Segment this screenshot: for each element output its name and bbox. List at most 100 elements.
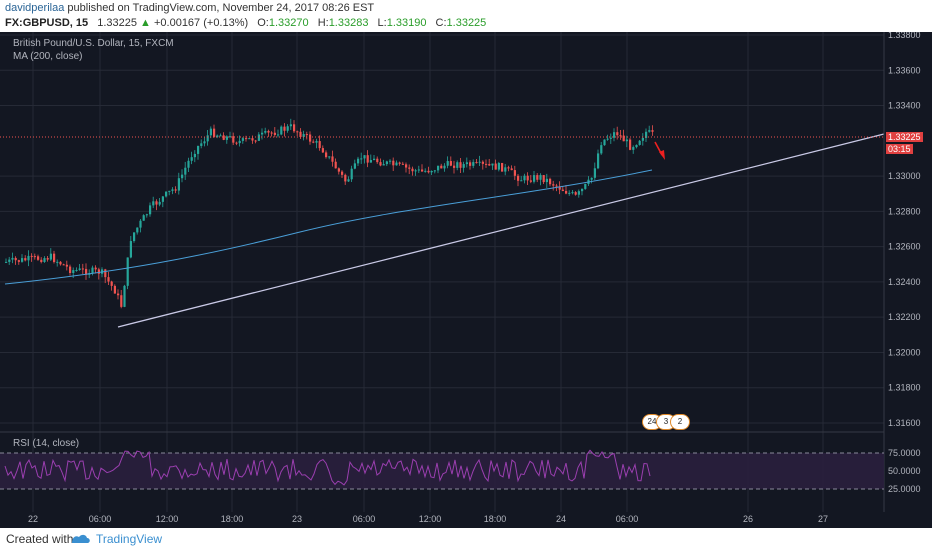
open-value: 1.33270 [268,17,309,29]
candle-body [641,137,644,141]
candle-body [81,268,84,270]
candle-body [353,163,356,169]
candle-body [443,165,446,169]
candle-body [529,180,532,182]
candle-body [616,132,619,136]
time-tick-label: 18:00 [221,514,244,524]
candle-body [373,158,376,161]
candle-body [568,192,571,194]
rsi-tick-label: 50.0000 [888,466,921,476]
candle-body [117,293,120,296]
candle-body [645,131,648,138]
price-tick-label: 1.33000 [888,171,921,181]
time-tick-label: 12:00 [156,514,179,524]
chart-legend: British Pound/U.S. Dollar, 15, FXCM MA (… [13,37,174,63]
tradingview-link[interactable]: TradingView [96,532,163,546]
candle-body [225,136,228,140]
candle-body [315,141,318,143]
candle-body [392,160,395,166]
footer: Created with TradingView [0,528,932,550]
candle-body [491,163,494,166]
candle-body [129,241,132,258]
trend-line[interactable] [117,133,885,328]
published-text: published on TradingView.com, November 2… [67,2,375,14]
candle-body [325,152,328,158]
candle-body [299,131,302,137]
candle-body [238,140,241,144]
candle-body [433,170,436,172]
candle-body [120,295,123,307]
candle-body [59,261,62,265]
time-tick-label: 27 [818,514,828,524]
candle-body [280,126,283,135]
candle-body [222,135,225,140]
event-flag-badge[interactable]: 2 [670,414,690,430]
rsi-axis[interactable]: 75.0000 50.0000 25.0000 [888,448,921,494]
candle-body [593,168,596,178]
candle-body [46,258,49,260]
candle-body [11,257,14,260]
candle-body [462,164,465,168]
candle-body [158,201,161,205]
price-axis[interactable]: 1.33800 1.33600 1.33400 1.33225 1.33000 1.328… [888,32,921,428]
candle-body [571,192,574,194]
author-link[interactable]: davidperilaa [5,2,65,14]
rsi-tick-label: 25.0000 [888,484,921,494]
candle-body [590,177,593,180]
candle-body [472,162,475,166]
candle-body [110,281,113,286]
candle-body [49,253,52,260]
candle-body [581,188,584,192]
candle-body [24,258,27,261]
time-axis[interactable]: 22 06:00 12:00 18:00 23 06:00 12:00 18:00 24 06:0… [28,514,828,524]
candle-body [625,139,628,142]
candle-body [555,185,558,187]
candle-body [369,160,372,163]
candle-body [85,268,88,275]
candle-body [648,130,651,132]
candle-body [248,138,251,140]
candle-body [549,178,552,185]
price-chart[interactable]: 1.33800 1.33600 1.33400 1.33225 1.33000 1.328… [0,32,932,528]
candle-body [65,264,68,267]
candle-body [520,180,523,182]
candle-body [40,259,43,262]
candle-body [609,137,612,139]
price-tick-label: 1.31600 [888,418,921,428]
chart-area[interactable]: 1.33800 1.33600 1.33400 1.33225 1.33000 1.328… [0,32,932,528]
candle-body [184,167,187,175]
candle-body [318,141,321,149]
price-tick-label: 1.32400 [888,277,921,287]
candle-body [337,168,340,172]
candle-body [334,161,337,169]
candle-body [14,257,17,261]
economic-events[interactable]: 24 3 2 [642,414,690,430]
candle-body [174,189,177,191]
candle-body [321,148,324,153]
candle-body [261,132,264,135]
candle-body [629,139,632,150]
ma-label: MA (200, close) [13,51,83,62]
candle-body [376,158,379,163]
candle-body [69,266,72,273]
chart-header: davidperilaa published on TradingView.co… [0,0,932,32]
candle-body [91,267,94,274]
tradingview-logo-icon[interactable] [70,533,92,545]
candle-body [305,134,308,136]
candle-body [561,189,564,191]
candle-body [497,163,500,170]
down-arrow-icon [654,141,665,160]
candle-body [424,170,427,172]
candle-body [181,174,184,179]
candle-body [494,163,497,170]
rsi-tick-label: 75.0000 [888,448,921,458]
candle-body [53,253,56,263]
time-tick-label: 06:00 [353,514,376,524]
candle-body [309,134,312,142]
candle-body [577,191,580,195]
candle-body [245,138,248,140]
candle-body [94,267,97,270]
candle-body [126,257,129,286]
candle-body [187,160,190,168]
candle-body [382,164,385,166]
